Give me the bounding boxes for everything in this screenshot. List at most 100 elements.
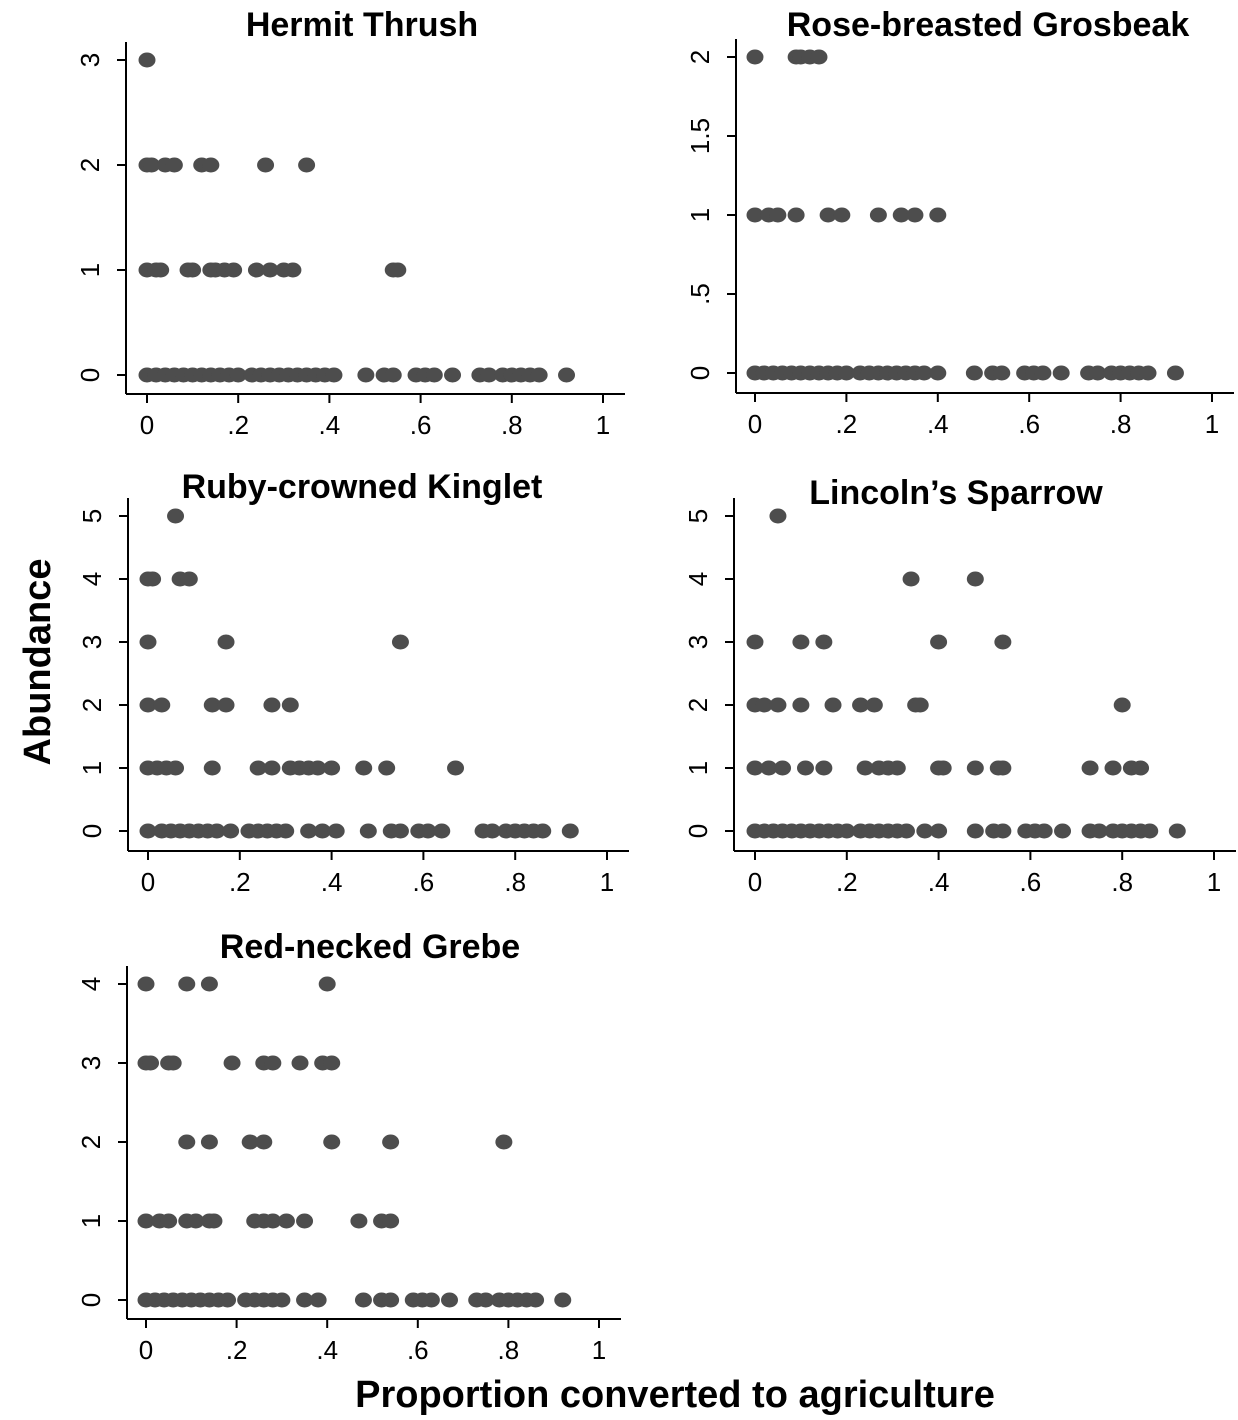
data-point	[273, 1293, 290, 1308]
x-tick-label: 1	[596, 410, 610, 440]
x-tick-label: .8	[504, 867, 526, 897]
x-tick-label: .2	[836, 867, 858, 897]
data-point	[1054, 824, 1071, 839]
data-points	[138, 977, 572, 1308]
data-point	[562, 824, 579, 839]
data-point	[833, 208, 850, 223]
data-point	[769, 698, 786, 713]
y-tick-label: 1	[75, 263, 105, 277]
x-tick-label: .4	[928, 867, 950, 897]
data-point	[554, 1293, 571, 1308]
data-point	[378, 761, 395, 776]
data-point	[323, 1056, 340, 1071]
data-point	[139, 53, 156, 68]
data-point	[144, 572, 161, 587]
data-point	[167, 509, 184, 524]
y-tick-label: 4	[76, 977, 106, 991]
y-tick-label: 0	[76, 1293, 106, 1307]
data-point	[495, 1135, 512, 1150]
data-point	[323, 1135, 340, 1150]
panel-title: Ruby-crowned Kinglet	[182, 468, 543, 506]
data-point	[360, 824, 377, 839]
panel-0: Hermit Thrush 0 .2 .4 .6 .8 1 0 1 2 3	[75, 6, 625, 440]
data-point	[967, 761, 984, 776]
x-tick-label: .4	[316, 1335, 338, 1365]
data-point	[929, 366, 946, 381]
data-point	[994, 824, 1011, 839]
x-tick-label: .6	[407, 1335, 429, 1365]
data-point	[1141, 824, 1158, 839]
x-tick-label: .6	[1020, 867, 1042, 897]
data-point	[184, 263, 201, 278]
panel-title: Rose-breasted Grosbeak	[787, 6, 1190, 44]
data-point	[138, 977, 155, 992]
data-point	[747, 635, 764, 650]
data-point	[219, 1293, 236, 1308]
data-point	[527, 1293, 544, 1308]
data-point	[534, 824, 551, 839]
data-point	[1036, 824, 1053, 839]
data-point	[255, 1135, 272, 1150]
panel-title: Lincoln’s Sparrow	[809, 474, 1103, 512]
y-tick-label: 3	[77, 635, 107, 649]
data-point	[142, 1056, 159, 1071]
x-tick-label: 1	[600, 867, 614, 897]
data-points	[747, 509, 1186, 839]
data-point	[870, 208, 887, 223]
y-tick-label: 1	[77, 761, 107, 775]
x-tick-label: .4	[319, 410, 341, 440]
data-point	[310, 1293, 327, 1308]
data-point	[433, 824, 450, 839]
x-axis-title: Proportion converted to agriculture	[355, 1374, 995, 1416]
panel-title: Red-necked Grebe	[220, 928, 520, 966]
data-point	[423, 1293, 440, 1308]
data-point	[1034, 366, 1051, 381]
data-point	[181, 572, 198, 587]
y-tick-label: 4	[77, 572, 107, 586]
y-tick-label: 1	[683, 761, 713, 775]
data-point	[224, 1056, 241, 1071]
data-point	[1105, 761, 1122, 776]
data-point	[558, 368, 575, 383]
data-point	[152, 263, 169, 278]
data-point	[930, 824, 947, 839]
data-point	[178, 977, 195, 992]
data-point	[382, 1135, 399, 1150]
data-point	[323, 761, 340, 776]
x-tick-label: 0	[140, 410, 154, 440]
data-points	[747, 50, 1184, 381]
data-point	[426, 368, 443, 383]
x-tick-label: .8	[498, 1335, 520, 1365]
x-tick-label: .2	[226, 1335, 248, 1365]
data-point	[994, 635, 1011, 650]
panel-2: Ruby-crowned Kinglet 0 .2 .4 .6 .8 1 0 1 2 3 4 5	[77, 468, 629, 897]
x-tick-label: 0	[139, 1335, 153, 1365]
y-tick-label: 1	[76, 1214, 106, 1228]
data-point	[966, 366, 983, 381]
data-point	[531, 368, 548, 383]
data-point	[202, 158, 219, 173]
data-point	[165, 1056, 182, 1071]
data-point	[355, 761, 372, 776]
data-point	[167, 761, 184, 776]
x-tick-label: 0	[141, 867, 155, 897]
data-point	[350, 1214, 367, 1229]
data-point	[967, 824, 984, 839]
panels: Hermit Thrush 0 .2 .4 .6 .8 1 0 1 2 3 Rose-breasted…	[75, 6, 1236, 1365]
data-point	[140, 635, 157, 650]
y-tick-label: .5	[685, 283, 715, 305]
x-tick-label: 1	[1207, 867, 1221, 897]
data-point	[292, 1056, 309, 1071]
data-point	[825, 698, 842, 713]
y-tick-label: 3	[75, 53, 105, 67]
y-tick-label: 5	[77, 509, 107, 523]
data-point	[282, 698, 299, 713]
y-tick-label: 2	[75, 158, 105, 172]
data-point	[1082, 761, 1099, 776]
data-point	[815, 635, 832, 650]
panel-4: Red-necked Grebe 0 .2 .4 .6 .8 1 0 1 2 3 4	[76, 928, 621, 1365]
data-point	[201, 977, 218, 992]
data-point	[278, 1214, 295, 1229]
data-point	[284, 263, 301, 278]
data-point	[357, 368, 374, 383]
